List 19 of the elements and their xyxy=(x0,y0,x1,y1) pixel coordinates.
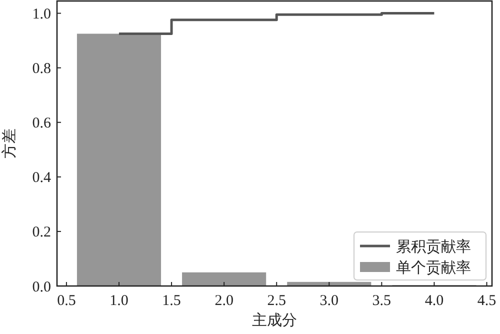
y-axis-title: 方差 xyxy=(1,128,18,158)
x-tick-label: 2.0 xyxy=(214,293,234,309)
x-tick-label: 4.0 xyxy=(424,293,444,309)
y-tick-label: 0.6 xyxy=(32,116,52,132)
legend-label: 累积贡献率 xyxy=(396,238,471,256)
x-axis-title: 主成分 xyxy=(252,312,297,329)
y-tick-label: 0.0 xyxy=(32,279,51,296)
y-tick-label: 1.0 xyxy=(32,6,51,23)
x-tick-label: 3.0 xyxy=(320,293,339,309)
x-tick-label: 2.5 xyxy=(267,293,286,309)
x-tick-label: 3.5 xyxy=(372,293,392,309)
y-tick-label: 0.2 xyxy=(32,224,51,241)
x-tick-label: 1.0 xyxy=(110,293,128,309)
x-tick-label: 0.5 xyxy=(57,293,76,309)
y-tick-label: 0.4 xyxy=(32,170,52,186)
x-tick-label: 1.5 xyxy=(162,293,181,309)
legend-label: 单个贡献率 xyxy=(396,259,471,276)
x-tick-label: 4.5 xyxy=(477,293,496,309)
y-tick-label: 0.8 xyxy=(32,61,51,78)
